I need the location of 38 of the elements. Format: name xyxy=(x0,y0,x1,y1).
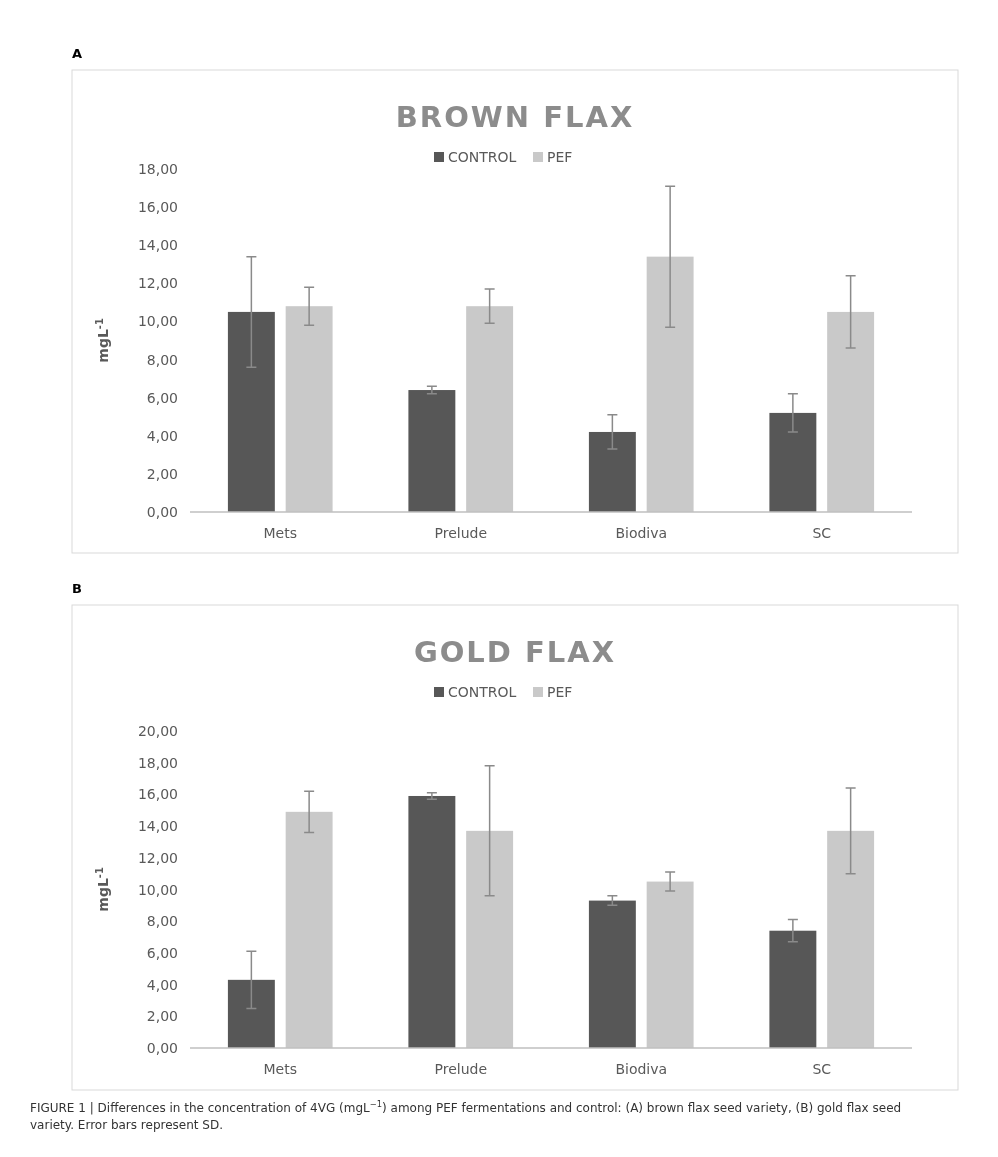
y-tick-label: 16,00 xyxy=(137,786,178,803)
y-tick-label: 18,00 xyxy=(137,754,178,771)
x-tick-label: Prelude xyxy=(434,525,488,541)
legend-label: CONTROL xyxy=(448,684,517,700)
x-tick-label: Prelude xyxy=(434,1061,488,1077)
y-tick-label: 20,00 xyxy=(137,723,178,739)
y-tick-label: 8,00 xyxy=(146,351,178,368)
legend-label: PEF xyxy=(547,684,573,700)
y-tick-label: 0,00 xyxy=(146,1040,178,1056)
chart-title: GOLD FLAX xyxy=(413,635,617,669)
text: FIGURE 1 | Differences in the concentration of 4VG (mgL$^{−1}$) among PEF fermentations and control: (A) brown flax seed variety, (B) gold flax seed variety. Error bars represent SD. xyxy=(30,1099,902,1132)
y-tick-label: 0,00 xyxy=(146,504,178,520)
y-tick-label: 18,00 xyxy=(137,161,178,177)
y-tick-label: 2,00 xyxy=(146,1008,178,1025)
x-tick-label: Biodiva xyxy=(615,1061,668,1077)
y-tick-label: 4,00 xyxy=(146,976,178,993)
x-tick-label: Mets xyxy=(263,1061,297,1077)
legend-label: PEF xyxy=(547,149,573,165)
text: B xyxy=(72,581,82,596)
y-tick-label: 4,00 xyxy=(146,427,178,444)
y-tick-label: 2,00 xyxy=(146,465,178,482)
y-tick-label: 10,00 xyxy=(137,881,178,898)
chart-title: BROWN FLAX xyxy=(395,100,635,134)
y-tick-label: 6,00 xyxy=(146,944,178,961)
x-tick-label: Biodiva xyxy=(615,525,668,541)
x-tick-label: SC xyxy=(812,1061,832,1077)
y-tick-label: 14,00 xyxy=(137,237,178,254)
y-tick-label: 14,00 xyxy=(137,818,178,835)
y-tick-label: 8,00 xyxy=(146,913,178,930)
y-tick-label: 10,00 xyxy=(137,313,178,330)
y-tick-label: 16,00 xyxy=(137,199,178,216)
y-tick-label: 12,00 xyxy=(137,849,178,866)
x-tick-label: SC xyxy=(812,525,832,541)
text: A xyxy=(72,46,83,61)
y-tick-label: 6,00 xyxy=(146,389,178,406)
legend-label: CONTROL xyxy=(448,149,517,165)
y-tick-label: 12,00 xyxy=(137,275,178,292)
x-tick-label: Mets xyxy=(263,525,297,541)
